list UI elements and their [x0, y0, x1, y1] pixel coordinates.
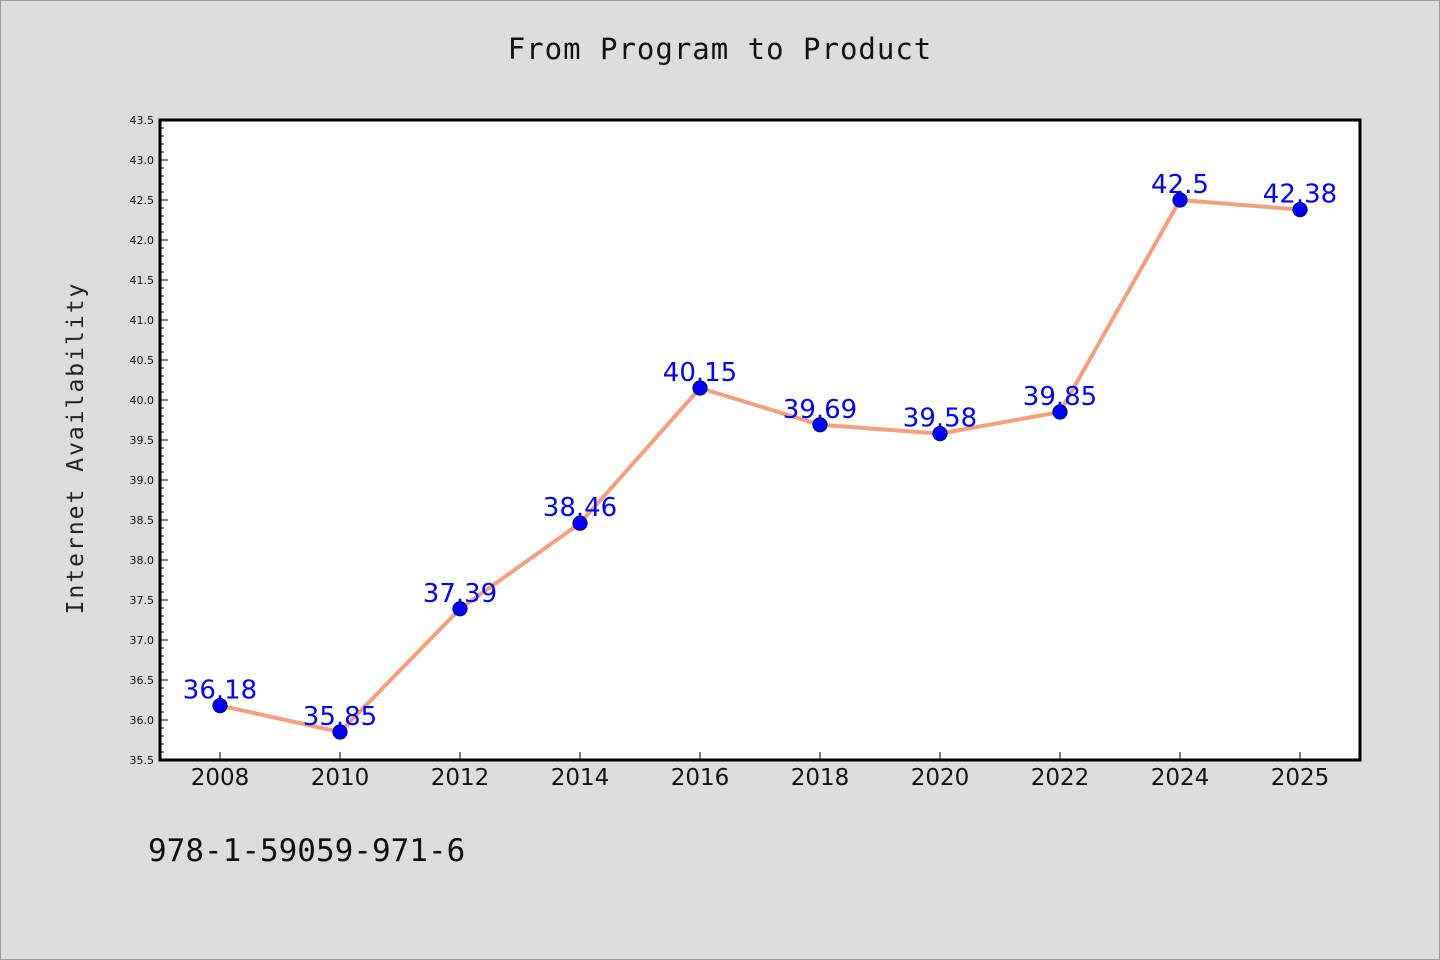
data-label: 42.38 — [1263, 180, 1337, 210]
y-tick-label: 43.5 — [130, 114, 155, 127]
chart-title: From Program to Product — [507, 32, 933, 66]
data-point — [1292, 202, 1308, 218]
y-tick-label: 42.5 — [130, 194, 155, 207]
y-tick-label: 40.0 — [130, 394, 155, 407]
data-label: 38.46 — [543, 493, 617, 523]
x-tick-label: 2022 — [1031, 765, 1090, 791]
data-label: 39.69 — [783, 395, 857, 425]
y-tick-label: 41.0 — [130, 314, 155, 327]
plot-border — [158, 118, 1362, 762]
data-label: 42.5 — [1151, 170, 1209, 200]
x-tick-label: 2025 — [1271, 765, 1330, 791]
y-tick-label: 38.5 — [130, 514, 155, 527]
x-tick-label: 2016 — [671, 765, 730, 791]
y-tick-label: 42.0 — [130, 234, 155, 247]
data-label: 35.85 — [303, 702, 377, 732]
y-tick-label: 36.5 — [130, 674, 155, 687]
y-tick-label: 39.5 — [130, 434, 155, 447]
x-tick-label: 2014 — [551, 765, 610, 791]
data-label: 37.39 — [423, 579, 497, 609]
plot-area — [160, 120, 1360, 760]
data-label: 40.15 — [663, 358, 737, 388]
data-point — [1052, 404, 1068, 420]
x-tick-label: 2008 — [191, 765, 250, 791]
data-label: 39.85 — [1023, 382, 1097, 412]
y-tick-label: 41.5 — [130, 274, 155, 287]
y-tick-label: 36.0 — [130, 714, 155, 727]
y-tick-label: 37.5 — [130, 594, 155, 607]
isbn-text: 978-1-59059-971-6 — [148, 833, 466, 869]
data-point — [812, 417, 828, 433]
data-point — [932, 426, 948, 442]
x-tick-label: 2012 — [431, 765, 490, 791]
series-group: 36.18 35.85 37.39 38.46 40.15 39.69 39.58 39.85… — [183, 170, 1337, 740]
y-axis: 35.5 36.0 36.5 37.0 37.5 38.0 38.5 39.0 39.5 40.0… — [130, 114, 168, 767]
series-line — [218, 198, 1302, 734]
y-tick-label: 40.5 — [130, 354, 155, 367]
x-tick-label: 2024 — [1151, 765, 1210, 791]
data-point — [452, 601, 468, 617]
data-point — [332, 724, 348, 740]
x-tick-label: 2010 — [311, 765, 370, 791]
data-point — [1172, 192, 1188, 208]
data-point — [692, 380, 708, 396]
data-point — [212, 697, 228, 714]
data-point — [572, 515, 588, 531]
data-label: 36.18 — [183, 676, 257, 706]
y-tick-label: 43.0 — [130, 154, 155, 167]
y-tick-label: 35.5 — [130, 754, 155, 767]
x-tick-label: 2020 — [911, 765, 970, 791]
data-label: 39.58 — [903, 404, 977, 434]
y-tick-label: 38.0 — [130, 554, 155, 567]
y-tick-label: 37.0 — [130, 634, 155, 647]
y-tick-label: 39.0 — [130, 474, 155, 487]
x-tick-label: 2018 — [791, 765, 850, 791]
